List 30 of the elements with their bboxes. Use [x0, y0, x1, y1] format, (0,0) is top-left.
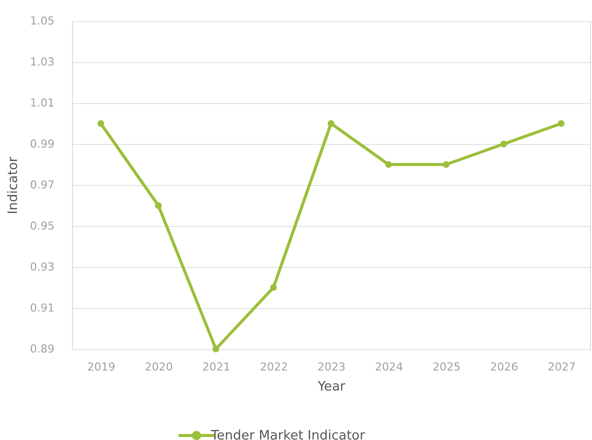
y-tick-label: 1.03	[30, 56, 54, 68]
point	[558, 120, 565, 127]
point	[442, 161, 450, 168]
x-axis-title: Year	[316, 380, 346, 394]
y-tick-label: 1.05	[30, 14, 54, 28]
y-tick-label: 0.93	[30, 260, 54, 274]
x-tick-label: 2021	[202, 360, 230, 374]
x-tick-label: 2020	[144, 360, 173, 374]
x-tick-label: 2025	[432, 360, 461, 374]
x-tick-label: 2027	[548, 360, 576, 374]
y-tick-label: 0.97	[30, 178, 54, 192]
y-tick-label: 0.99	[30, 138, 54, 150]
point	[328, 120, 334, 127]
point	[212, 346, 220, 352]
x-tick-label: 2024	[375, 360, 404, 374]
x-tick-label: 2019	[87, 360, 116, 374]
point	[154, 202, 162, 209]
y-tick-label: 1.01	[30, 96, 54, 110]
y-tick-label: 0.89	[30, 342, 54, 356]
point	[97, 120, 104, 127]
y-tick-label: 0.95	[30, 220, 54, 232]
x-tick-label: 2023	[318, 360, 346, 374]
point	[270, 284, 277, 291]
point	[385, 161, 392, 168]
x-tick-label: 2026	[490, 360, 518, 374]
y-tick-label: 0.91	[30, 302, 54, 314]
point	[500, 140, 508, 148]
x-tick-label: 2022	[260, 360, 288, 374]
y-axis-title: Indicator	[6, 156, 22, 214]
legend-label: Tender Market Indicator	[210, 428, 366, 440]
